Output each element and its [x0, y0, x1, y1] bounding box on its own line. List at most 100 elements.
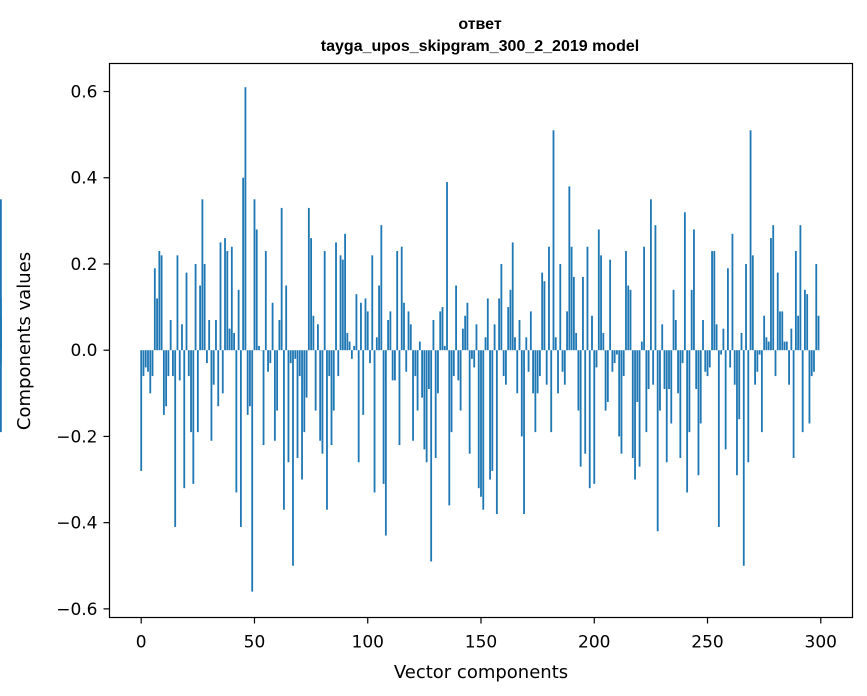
bar — [588, 350, 591, 489]
bar — [593, 350, 596, 484]
bar — [717, 350, 720, 527]
bar — [563, 350, 566, 385]
bar — [296, 350, 299, 458]
bar — [788, 350, 790, 385]
x-axis: 0 50 100 150 200 250 300 — [136, 617, 837, 653]
bar — [221, 350, 224, 394]
bar — [140, 350, 143, 471]
bar — [595, 350, 598, 368]
bar — [758, 350, 761, 355]
bar — [448, 350, 451, 506]
bar — [575, 332, 578, 351]
bar — [781, 311, 784, 351]
bar — [484, 337, 487, 351]
bar — [335, 242, 337, 351]
bar — [806, 294, 809, 351]
bar — [353, 345, 356, 351]
bar — [543, 281, 546, 351]
bar — [548, 246, 550, 351]
bar — [473, 350, 476, 368]
bar — [552, 130, 555, 351]
bar — [319, 350, 322, 441]
bar — [366, 311, 369, 351]
bar — [149, 350, 152, 394]
y-tick-label: −0.4 — [56, 514, 97, 534]
bar — [582, 276, 584, 351]
bar — [147, 350, 149, 372]
bar — [523, 350, 525, 515]
bar — [645, 350, 648, 433]
bar — [187, 350, 190, 377]
bar — [625, 251, 627, 351]
bar — [339, 255, 342, 351]
bar — [303, 350, 306, 433]
bar — [373, 350, 376, 493]
bar — [534, 350, 537, 433]
bar — [224, 238, 226, 351]
bar — [418, 341, 421, 351]
bar — [720, 350, 723, 355]
bar — [693, 229, 695, 351]
bar — [525, 337, 528, 351]
bar — [430, 350, 433, 562]
y-tick-label: 0.0 — [70, 341, 97, 361]
bar — [679, 350, 682, 458]
bar — [239, 350, 242, 527]
bar — [314, 350, 317, 411]
bar — [181, 324, 183, 351]
bar — [711, 251, 713, 351]
bar — [167, 350, 170, 377]
bar — [332, 350, 335, 411]
bar — [749, 130, 752, 351]
bar — [683, 212, 686, 351]
bar — [631, 350, 634, 458]
bar — [570, 246, 573, 351]
bar — [572, 276, 575, 351]
bar — [394, 350, 396, 381]
bar — [271, 302, 274, 351]
bar — [459, 350, 462, 411]
bar — [355, 294, 358, 351]
bar — [638, 350, 641, 467]
bar — [489, 350, 491, 480]
bar — [341, 259, 344, 351]
bar — [536, 350, 539, 394]
bar — [258, 345, 260, 351]
bar — [434, 350, 437, 458]
bar — [441, 307, 444, 351]
bar — [439, 311, 442, 351]
bar — [706, 350, 709, 377]
bar — [686, 350, 689, 493]
bar — [579, 350, 582, 467]
bar — [283, 350, 285, 510]
bar — [586, 246, 589, 351]
bar — [346, 332, 349, 351]
bar — [228, 328, 231, 351]
bar — [153, 268, 156, 351]
bar — [520, 350, 523, 437]
bar — [559, 263, 562, 351]
bar — [606, 350, 609, 402]
bar — [0, 350, 2, 433]
bar — [774, 350, 777, 377]
y-axis: −0.6 −0.4 −0.2 0.0 0.2 0.4 0.6 — [56, 83, 110, 620]
bar — [432, 320, 435, 351]
bar — [500, 263, 503, 351]
bar — [212, 350, 215, 385]
bar — [301, 350, 303, 480]
bar — [799, 225, 802, 351]
bar — [514, 337, 516, 351]
bar — [337, 350, 340, 377]
bar — [647, 350, 650, 389]
bar — [661, 324, 664, 351]
bar — [659, 350, 661, 411]
bar — [649, 199, 652, 351]
bar — [747, 350, 750, 463]
chart-title: ответ — [458, 16, 502, 33]
bar — [772, 225, 775, 351]
bar — [620, 350, 623, 454]
bar — [763, 315, 766, 351]
bar — [183, 350, 186, 489]
bar — [414, 350, 417, 377]
